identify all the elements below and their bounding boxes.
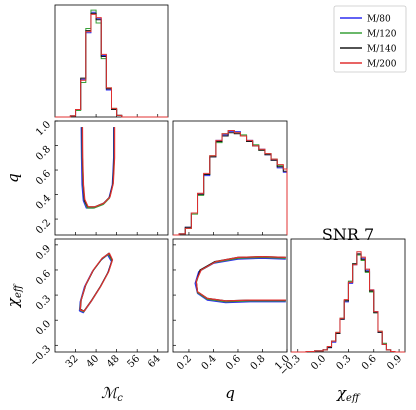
tick-label-mc: 40 [84, 353, 101, 370]
panel-frame-q-q [172, 120, 288, 236]
marks [55, 9, 405, 353]
tick-label-q: 0.6 [34, 168, 53, 187]
chart-title: SNR 7 [322, 225, 374, 244]
panel-frame-mc-chi [54, 238, 169, 353]
tick-label-mc: 32 [64, 353, 81, 370]
legend-label: M/200 [367, 60, 397, 70]
x-axis-label-mc: ℳc [101, 384, 123, 404]
histogram-chi-m-200 [291, 251, 405, 353]
panel-frame-mc-mc [54, 4, 169, 118]
tick-label-q: 0.2 [34, 217, 53, 236]
tick-label-mc: 48 [105, 353, 122, 370]
histogram-chi-m-80 [291, 253, 405, 353]
tick-label-chi: 0.3 [34, 293, 53, 312]
tick-label-chi: 0.6 [360, 353, 379, 372]
contour-q-chi-m-140 [195, 256, 286, 302]
histogram-chi-m-120 [291, 254, 405, 353]
tick-label-q: 1.0 [34, 119, 53, 138]
contour-mc-chi-m-120 [79, 253, 113, 313]
legend-box [333, 5, 407, 73]
histogram-mc-m-200 [55, 13, 168, 118]
tick-label-mc: 64 [146, 353, 163, 370]
y-axis-label-chi: χeff [4, 283, 24, 308]
histogram-q-m-200 [173, 130, 288, 236]
tick-label-chi: 0.3 [335, 353, 354, 372]
tick-label-q: 0.4 [34, 193, 53, 212]
contour-q-chi-m-200 [195, 256, 286, 302]
contour-q-chi-m-80 [194, 257, 286, 304]
tick-label-q: 0.4 [200, 353, 219, 372]
tick-label-mc: 56 [126, 353, 143, 370]
panel-frame-chi-chi [290, 238, 406, 353]
contour-mc-chi-m-200 [79, 252, 114, 312]
histogram-q-m-120 [173, 130, 288, 236]
tick-label-q: 0.8 [34, 144, 53, 163]
tick-label-chi: 0.6 [34, 268, 53, 287]
tick-label-chi: 0.9 [385, 353, 404, 372]
panel-frame-mc-q [54, 120, 169, 236]
histogram-q-m-80 [173, 131, 288, 236]
histogram-chi-m-140 [291, 253, 405, 353]
legend-label: M/120 [367, 30, 397, 40]
tick-label-q: 0.8 [249, 353, 268, 372]
panel-frame-q-chi [172, 238, 288, 353]
y-axis-label-q: q [4, 173, 22, 183]
tick-label-chi: 0.0 [34, 319, 53, 338]
x-axis-label-q: q [225, 384, 235, 402]
legend-label: M/140 [367, 45, 397, 55]
contour-mc-chi-m-140 [79, 252, 113, 312]
tick-label-chi: 0.0 [309, 353, 328, 372]
contour-mc-chi-m-80 [78, 254, 113, 314]
contour-mc-q-m-80 [80, 127, 115, 209]
x-axis-label-chi: χeff [336, 384, 361, 404]
contour-mc-q-m-200 [81, 127, 116, 208]
tick-label-chi: 0.9 [34, 243, 53, 262]
tick-label-q: 0.2 [175, 353, 194, 372]
legend: M/80 M/120 M/140 M/200 [333, 5, 407, 73]
tick-label-q: 0.6 [224, 353, 243, 372]
legend-label: M/80 [367, 15, 391, 25]
histogram-q-m-140 [173, 132, 288, 236]
labels: 32 40 48 56 64 0.2 0.4 0.6 0.8 1.0 −0.3 0.0 0.3 0.6 0.… [4, 119, 404, 404]
tick-label-chi: −0.3 [28, 344, 53, 369]
